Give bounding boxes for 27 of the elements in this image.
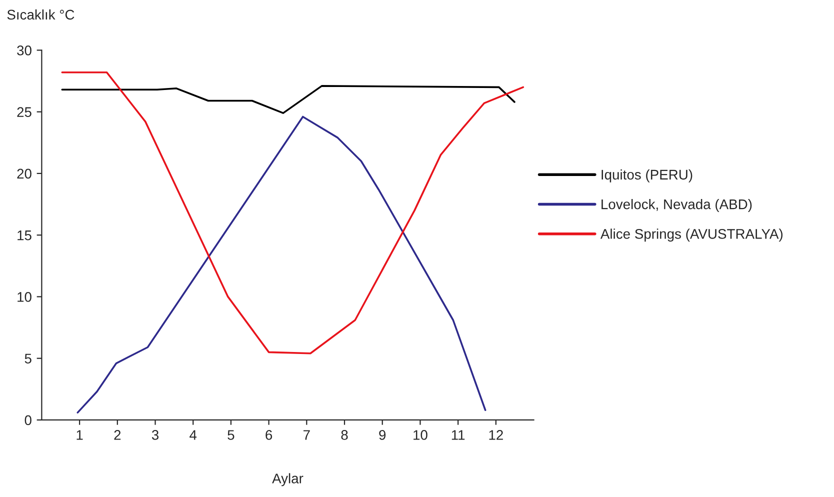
line-series xyxy=(61,71,524,354)
y-tick-label: 20 xyxy=(17,168,32,179)
x-tick-label: 4 xyxy=(190,430,197,440)
x-tick-label: 10 xyxy=(414,430,428,440)
y-tick-label: 10 xyxy=(18,292,32,302)
y-tick-label: 5 xyxy=(24,354,32,364)
x-axis-title: Aylar xyxy=(272,473,304,486)
x-tick-label: 2 xyxy=(114,430,121,440)
legend-label: Iquitos (PERU) xyxy=(602,169,692,182)
x-tick-label: 7 xyxy=(304,430,310,440)
line-series xyxy=(61,85,516,114)
legend-label: Alice Springs (AVUSTRALYA) xyxy=(600,228,783,242)
y-tick-label: 30 xyxy=(17,46,32,56)
y-tick-label: 15 xyxy=(18,230,32,240)
x-tick-label: 8 xyxy=(341,430,348,440)
x-tick-label: 12 xyxy=(489,430,503,440)
y-tick-label: 25 xyxy=(17,107,32,117)
x-tick-label: 5 xyxy=(228,430,234,440)
y-tick-label: 0 xyxy=(24,415,32,426)
x-tick-label: 11 xyxy=(452,430,465,440)
x-tick-label: 1 xyxy=(76,430,83,440)
line-series xyxy=(76,116,486,414)
x-tick-label: 6 xyxy=(266,430,272,440)
legend-label: Lovelock, Nevada (ABD) xyxy=(602,199,752,212)
y-axis-title: Sıcaklık °C xyxy=(7,9,74,20)
x-tick-label: 3 xyxy=(152,430,159,440)
x-tick-label: 9 xyxy=(379,430,386,440)
